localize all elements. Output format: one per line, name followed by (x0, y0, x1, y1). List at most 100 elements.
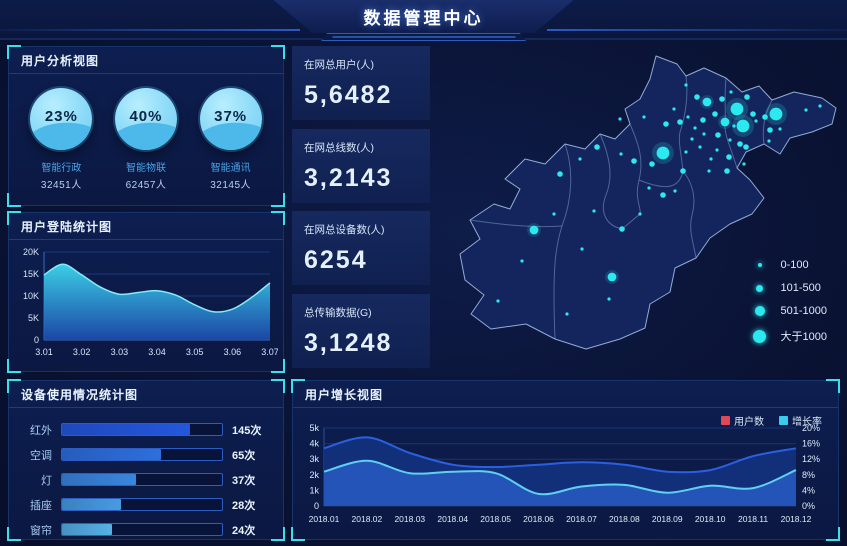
bar-category-label: 插座 (30, 499, 52, 512)
svg-text:2k: 2k (309, 470, 319, 480)
legend-swatch (721, 416, 730, 425)
svg-text:2018.08: 2018.08 (608, 514, 639, 524)
panel-title: 用户增长视图 (305, 387, 384, 402)
header-title-plate: 数据管理中心 (273, 0, 574, 33)
svg-text:3.02: 3.02 (73, 347, 91, 357)
svg-text:3.06: 3.06 (224, 347, 242, 357)
svg-text:1k: 1k (309, 485, 319, 495)
panel-device-usage-header: 设备使用情况统计图 (9, 381, 283, 408)
bar-fill (62, 449, 162, 460)
bar-value: 145次 (232, 424, 262, 437)
svg-text:3k: 3k (309, 454, 319, 464)
map-legend-dot-box (752, 263, 768, 267)
legend-swatch (779, 416, 788, 425)
svg-text:2018.01: 2018.01 (308, 514, 339, 524)
map-legend-item-101-500[interactable]: 101-500 (752, 282, 828, 294)
panel-user-analysis-header: 用户分析视图 (9, 47, 283, 74)
map-legend-dot-box (752, 284, 768, 292)
growth-area-chart: 0 0% 1k 4% 2k 8% 3k 12% 4k 16% 5k 20% 2018.01 2018.02… (308, 423, 820, 524)
svg-text:2018.06: 2018.06 (523, 514, 554, 524)
panel-login-stats-header: 用户登陆统计图 (9, 213, 283, 240)
svg-text:2018.05: 2018.05 (480, 514, 511, 524)
map-legend-dot-box (752, 329, 768, 343)
map-legend-label: 大于1000 (780, 331, 827, 343)
bar-category-label: 灯 (41, 474, 52, 487)
svg-text:0%: 0% (802, 501, 815, 511)
map-legend-item-0-100[interactable]: 0-100 (752, 259, 828, 271)
svg-text:2018.03: 2018.03 (394, 514, 425, 524)
corner-bracket (7, 193, 21, 207)
svg-text:15K: 15K (23, 269, 39, 279)
bar-fill (62, 499, 122, 510)
map-legend: 0-100 101-500 501-1000 大于1000 (752, 259, 828, 344)
stat-value: 5,6482 (304, 81, 393, 109)
map-legend-label: 101-500 (780, 282, 821, 294)
liquid-gauge: 40% 智能物联 62457人 (104, 88, 188, 191)
liquid-gauge: 23% 智能行政 32451人 (19, 88, 103, 191)
bar-fill (62, 474, 136, 485)
map-legend-dot (757, 263, 762, 267)
map-legend-item-501-1000[interactable]: 501-1000 (752, 305, 828, 317)
bar-track (61, 498, 223, 511)
panel-login-stats: 用户登陆统计图 0 5K 10K 15K 20K 3.01 3.02 3.03 3.04 3.05… (7, 211, 285, 373)
stat-value: 3,2143 (304, 163, 393, 192)
panel-title: 用户分析视图 (21, 53, 100, 68)
svg-text:0: 0 (34, 335, 39, 345)
gauge-percent: 37% (214, 108, 248, 125)
panel-device-usage: 设备使用情况统计图 红外 145次 空调 65次灯 37次 插座 28次 窗帘 24次 (7, 379, 285, 542)
gauge-percent: 23% (44, 108, 78, 125)
gauge-circle: 40% (114, 88, 177, 150)
stat-label: 在网总线数(人) (304, 141, 374, 154)
svg-text:20K: 20K (23, 247, 39, 257)
gauge-count: 32451人 (40, 180, 82, 191)
svg-text:2018.02: 2018.02 (351, 514, 382, 524)
svg-text:4%: 4% (802, 485, 815, 495)
gauge-circle: 23% (30, 88, 93, 150)
svg-text:12%: 12% (802, 454, 820, 464)
map-legend-dot-box (752, 306, 768, 316)
panel-user-growth: 用户增长视图 用户数 增长率 0 0% 1k 4% 2k 8% 3k 12% 4k 16% 5k 20%… (291, 379, 840, 541)
header-decor-line-right (547, 29, 847, 31)
svg-text:2018.07: 2018.07 (566, 514, 597, 524)
svg-text:2018.09: 2018.09 (651, 514, 682, 524)
map-scatter-points (496, 83, 822, 316)
device-bar-chart: 红外 145次 空调 65次灯 37次 插座 28次 窗帘 24次 (9, 408, 283, 542)
stat-card: 在网总设备数(人) 6254 (292, 211, 430, 286)
corner-bracket (271, 193, 285, 207)
stat-card: 总传输数据(G) 3,1248 (292, 293, 430, 368)
stat-card: 在网总用户(人) 5,6482 (292, 46, 430, 120)
gauge-circle: 37% (199, 88, 262, 150)
map-legend-dot (756, 284, 763, 292)
stat-value: 6254 (304, 246, 368, 275)
map-legend-item-大于1000[interactable]: 大于1000 (752, 328, 828, 344)
bar-track (61, 448, 223, 461)
map-legend-label: 0-100 (780, 259, 809, 271)
svg-text:2018.12: 2018.12 (780, 514, 811, 524)
bar-track (61, 423, 223, 436)
bar-track (61, 523, 223, 536)
map-legend-dot (753, 329, 766, 343)
panel-user-growth-header: 用户增长视图 (293, 381, 838, 408)
legend-item-增长率[interactable]: 增长率 (779, 413, 822, 428)
map-area: 0-100 101-500 501-1000 大于1000 (434, 40, 847, 378)
bar-category-label: 红外 (30, 424, 52, 437)
legend-item-用户数[interactable]: 用户数 (721, 413, 764, 428)
svg-text:3.05: 3.05 (186, 347, 204, 357)
bar-row: 空调 65次 (9, 442, 283, 467)
gauge-label: 智能通讯 (210, 163, 251, 174)
stat-value: 3,1248 (304, 328, 393, 357)
bar-category-label: 空调 (30, 449, 52, 462)
svg-text:5k: 5k (309, 423, 319, 433)
map-legend-label: 501-1000 (780, 305, 828, 317)
svg-text:2018.11: 2018.11 (738, 514, 768, 524)
header: 数据管理中心 (0, 0, 847, 41)
bar-fill (62, 424, 190, 435)
panel-user-analysis: 用户分析视图 23% 智能行政 32451人 40% 智能物联 62457人 37% 智能通讯… (7, 45, 285, 207)
stats-column: 在网总用户(人) 5,6482 在网总线数(人) 3,2143 在网总设备数(人) 625… (292, 46, 430, 368)
bar-row: 窗帘 24次 (9, 517, 283, 542)
svg-text:0: 0 (313, 501, 318, 511)
bar-fill (62, 524, 112, 535)
svg-text:2018.04: 2018.04 (437, 514, 468, 524)
bar-row: 灯 37次 (9, 467, 283, 492)
svg-text:16%: 16% (802, 439, 820, 449)
